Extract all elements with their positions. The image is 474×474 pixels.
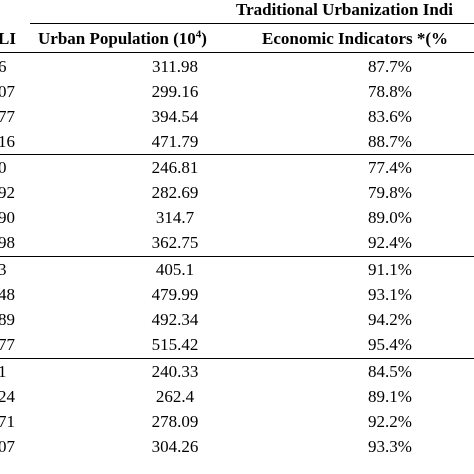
table-row-urban-population: 471.79 (151, 132, 199, 151)
group-header-rule (30, 23, 474, 24)
table-row-urban-population: 282.69 (151, 183, 199, 202)
table-row-economic-indicator: 84.5% (368, 362, 412, 381)
table-row-left-cell: 1 (0, 362, 7, 381)
table-row-urban-population: 314.7 (155, 208, 195, 227)
table-row-economic-indicator: 89.0% (368, 208, 412, 227)
table-row-urban-population: 240.33 (151, 362, 199, 381)
table-row-left-cell: 07 (0, 437, 15, 456)
column-header-urban-population-exponent: 4 (195, 28, 202, 41)
table-row-economic-indicator: 89.1% (368, 387, 412, 406)
table-row-economic-indicator: 93.3% (368, 437, 412, 456)
table-row-economic-indicator: 91.1% (368, 260, 412, 279)
table-row-left-cell: 16 (0, 132, 15, 151)
table-row-left-cell: 77 (0, 107, 15, 126)
table-row-urban-population: 246.81 (151, 158, 199, 177)
column-header-urban-population-text: Urban Population (10 (38, 29, 196, 48)
table-row-urban-population: 311.98 (151, 57, 199, 76)
table-row-economic-indicator: 92.4% (368, 233, 412, 252)
table-row-economic-indicator: 94.2% (368, 310, 412, 329)
table-row-left-cell: 90 (0, 208, 15, 227)
table-row-economic-indicator: 78.8% (368, 82, 412, 101)
table-row-left-cell: 77 (0, 335, 15, 354)
left-column-header: LI (0, 29, 16, 48)
table-row-left-cell: 98 (0, 233, 15, 252)
table-row-urban-population: 262.4 (155, 387, 195, 406)
column-header-urban-population: Urban Population (104) (38, 29, 207, 49)
table-row-urban-population: 362.75 (151, 233, 199, 252)
table-row-urban-population: 304.26 (151, 437, 199, 456)
group-divider (0, 358, 474, 360)
group-header-traditional-urbanization: Traditional Urbanization Indi (236, 0, 453, 19)
table-row-economic-indicator: 93.1% (368, 285, 412, 304)
table-row-urban-population: 278.09 (151, 412, 199, 431)
table-row-urban-population: 479.99 (151, 285, 199, 304)
table-row-urban-population: 394.54 (151, 107, 199, 126)
table-row-economic-indicator: 79.8% (368, 183, 412, 202)
table-row-economic-indicator: 87.7% (368, 57, 412, 76)
column-header-economic-indicators: Economic Indicators *(% (262, 29, 449, 48)
table-row-left-cell: 6 (0, 57, 7, 76)
table-row-economic-indicator: 88.7% (368, 132, 412, 151)
table-row-economic-indicator: 77.4% (368, 158, 412, 177)
table-row-left-cell: 3 (0, 260, 7, 279)
header-bottom-rule (0, 52, 474, 54)
table-row-left-cell: 0 (0, 158, 7, 177)
table-row-economic-indicator: 95.4% (368, 335, 412, 354)
table-row-left-cell: 48 (0, 285, 15, 304)
table-row-urban-population: 299.16 (151, 82, 199, 101)
table-row-economic-indicator: 92.2% (368, 412, 412, 431)
table-row-left-cell: 89 (0, 310, 15, 329)
group-divider (0, 154, 474, 156)
table-row-economic-indicator: 83.6% (368, 107, 412, 126)
table-row-left-cell: 07 (0, 82, 15, 101)
table-row-urban-population: 492.34 (151, 310, 199, 329)
table-row-left-cell: 71 (0, 412, 15, 431)
table-row-left-cell: 92 (0, 183, 15, 202)
table-row-urban-population: 515.42 (151, 335, 199, 354)
table-row-urban-population: 405.1 (155, 260, 195, 279)
table-row-left-cell: 24 (0, 387, 15, 406)
group-divider (0, 256, 474, 258)
column-header-urban-population-close: ) (201, 29, 207, 48)
